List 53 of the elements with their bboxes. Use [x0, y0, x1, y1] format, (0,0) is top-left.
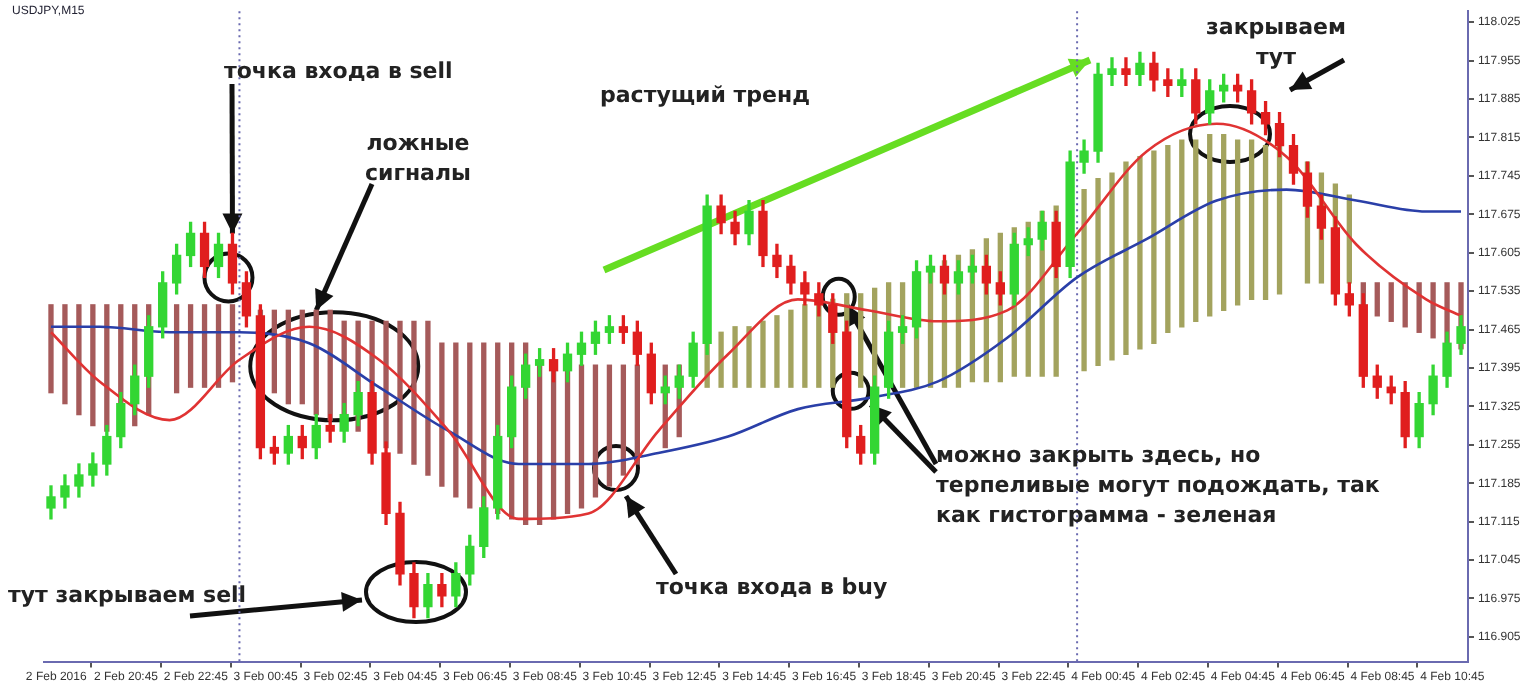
bar	[802, 304, 808, 388]
bar	[1234, 139, 1241, 306]
annotation: растущий тренд	[600, 80, 812, 110]
bar	[1165, 145, 1171, 333]
candlestick	[1163, 68, 1173, 97]
candlestick	[1107, 57, 1117, 86]
bar	[1248, 139, 1255, 301]
bar	[1374, 282, 1380, 317]
bar	[48, 304, 54, 394]
bar	[411, 320, 417, 465]
bar	[62, 304, 68, 405]
annotation: закрываем тут	[1204, 12, 1348, 72]
bar	[76, 304, 82, 416]
annotation: ложные сигналы	[362, 128, 473, 188]
bar	[383, 320, 389, 449]
bar	[397, 320, 403, 454]
bar	[1151, 150, 1157, 344]
bar	[173, 304, 180, 394]
bar	[1416, 282, 1422, 333]
bar	[1262, 145, 1269, 301]
bar	[774, 315, 780, 388]
bar	[620, 364, 627, 476]
bar	[578, 364, 585, 509]
bar	[1123, 161, 1129, 355]
bar	[1430, 282, 1436, 339]
bar	[1388, 282, 1394, 322]
bar	[606, 364, 613, 487]
bar	[592, 364, 599, 498]
bar	[1193, 139, 1199, 322]
bar	[760, 320, 766, 388]
bar	[718, 331, 724, 388]
bar	[788, 309, 794, 388]
bar	[439, 342, 445, 487]
bar	[201, 304, 208, 388]
bar	[1137, 155, 1143, 350]
annotation: точка входа в sell	[224, 56, 455, 86]
bar	[187, 304, 194, 388]
bar	[732, 326, 738, 388]
bar	[1179, 139, 1185, 328]
candlestick	[1121, 57, 1131, 86]
bar	[453, 342, 459, 498]
bar	[1081, 188, 1087, 372]
line-series	[49, 188, 1463, 466]
bar	[746, 326, 752, 388]
bar	[1221, 134, 1227, 311]
bar	[1095, 177, 1101, 366]
bar	[1207, 134, 1213, 317]
annotation: можно закрыть здесь, но терпеливые могут подождать, так как гистограмма - зеленая	[936, 440, 1382, 530]
annotation: тут закрываем sell	[8, 580, 249, 610]
annotation: точка входа в buy	[656, 572, 890, 602]
bar	[90, 304, 96, 427]
bar	[425, 320, 431, 476]
bar	[1109, 172, 1115, 361]
